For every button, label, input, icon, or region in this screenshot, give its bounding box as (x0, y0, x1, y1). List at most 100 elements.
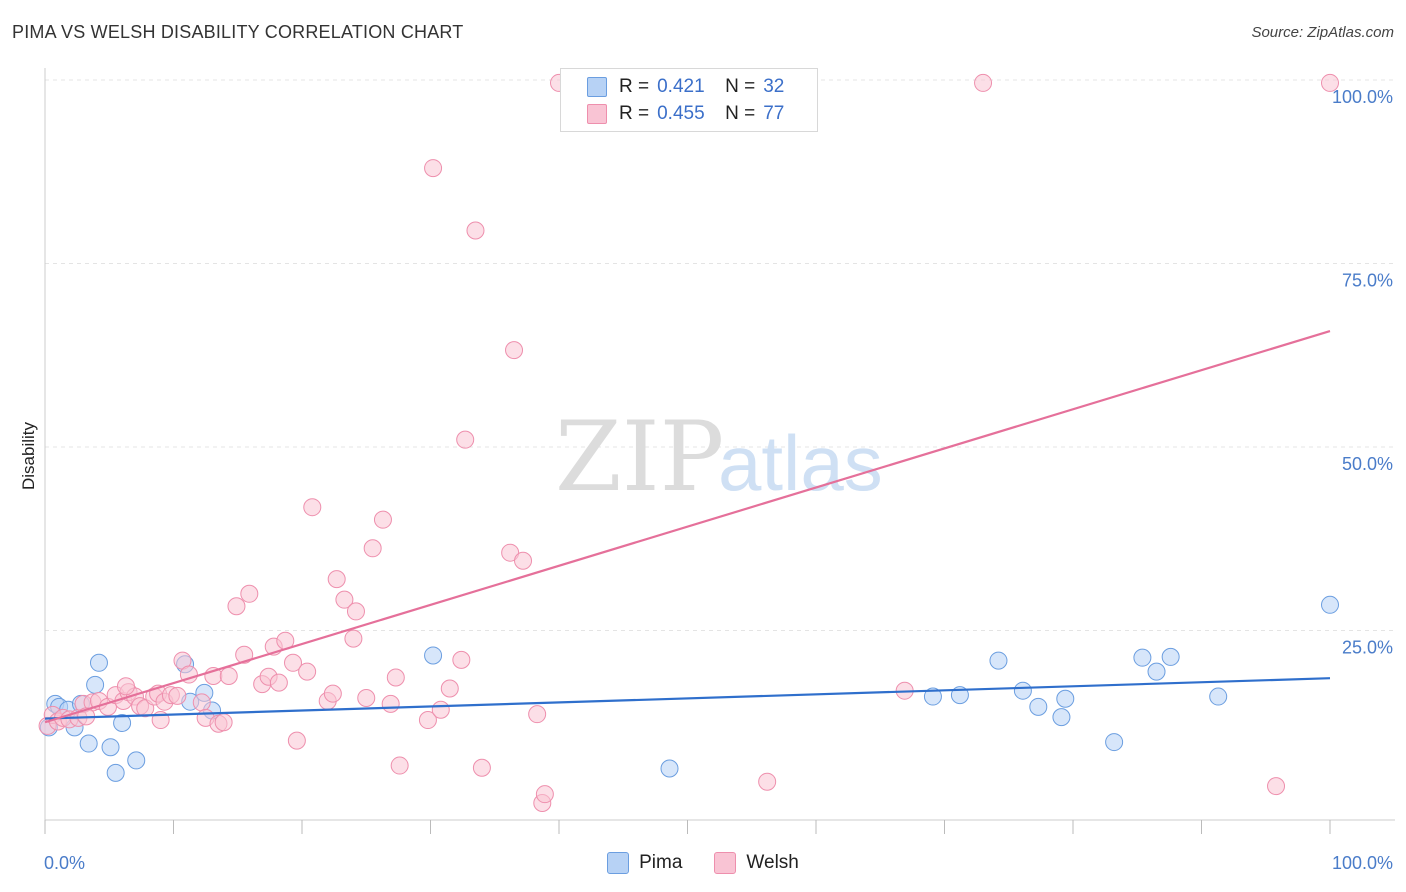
welsh-point (381, 694, 400, 713)
pima-point (113, 713, 132, 732)
pima-point (1013, 681, 1032, 700)
series-legend: Pima Welsh (0, 852, 1406, 874)
welsh-point (192, 693, 211, 712)
welsh-point (424, 159, 443, 178)
welsh-point (758, 772, 777, 791)
pima-point (106, 763, 125, 782)
source-credit: Source: ZipAtlas.com (1251, 24, 1394, 41)
welsh-point (269, 673, 288, 692)
trend-lines (44, 329, 1331, 724)
welsh-point (287, 731, 306, 750)
pima-point (923, 687, 942, 706)
welsh-point (303, 498, 322, 517)
legend-row-pima: R = 0.421 N = 32 (587, 75, 784, 99)
welsh-point (327, 570, 346, 589)
welsh-point (323, 684, 342, 703)
grid-lines (45, 79, 1395, 631)
welsh-point (335, 590, 354, 609)
welsh-point (514, 551, 533, 570)
welsh-swatch (714, 852, 737, 874)
welsh-point (456, 430, 475, 449)
pima-point (127, 751, 146, 770)
axes (44, 68, 1395, 834)
pima-point (86, 675, 105, 694)
pima-point (1161, 647, 1180, 666)
welsh-point (528, 705, 547, 724)
y-axis-label: Disability (19, 421, 38, 490)
y-tick-label: 50.0% (1342, 454, 1393, 474)
welsh-point (1321, 73, 1339, 92)
n-value: 77 (763, 103, 785, 124)
welsh-point (344, 629, 363, 648)
y-tick-label: 100.0% (1332, 87, 1393, 107)
chart-title: PIMA VS WELSH DISABILITY CORRELATION CHA… (12, 22, 464, 42)
welsh-point (431, 700, 450, 719)
n-label: N = (725, 76, 756, 97)
welsh-point (235, 645, 254, 664)
welsh-point (227, 597, 246, 616)
pima-point (89, 653, 108, 672)
pima-point (660, 759, 679, 778)
welsh-point (219, 667, 238, 686)
welsh-point (505, 341, 524, 360)
welsh-point (472, 758, 491, 777)
welsh-point (418, 711, 437, 730)
welsh-point (1267, 777, 1286, 796)
x-tick-label: 0.0% (44, 853, 85, 873)
y-tick-label: 75.0% (1342, 271, 1393, 291)
pima-point (1056, 689, 1075, 708)
legend-item-pima[interactable]: Pima (607, 852, 682, 874)
tick-labels: 25.0% 50.0% 75.0% 100.0% 0.0% 100.0% (44, 87, 1393, 873)
welsh-point (346, 602, 365, 621)
n-label: N = (725, 103, 756, 124)
r-value: 0.421 (657, 76, 705, 97)
welsh-point (390, 756, 409, 775)
x-tick-label: 100.0% (1332, 853, 1393, 873)
pima-point (1147, 662, 1166, 681)
welsh-point (116, 677, 135, 696)
welsh-point (466, 221, 485, 240)
pima-point (79, 734, 98, 753)
legend-row-welsh: R = 0.455 N = 77 (587, 102, 784, 126)
pima-swatch (607, 852, 630, 874)
r-value: 0.455 (657, 103, 705, 124)
pima-point (1105, 733, 1124, 752)
y-tick-label: 25.0% (1342, 638, 1393, 658)
pima-swatch (587, 77, 607, 97)
pima-point (101, 738, 120, 757)
pima-point (1209, 687, 1228, 706)
welsh-point (535, 785, 554, 804)
watermark-atlas: atlas (718, 419, 883, 507)
welsh-point (452, 650, 471, 669)
r-label: R = (619, 103, 650, 124)
welsh-point (363, 539, 382, 558)
pima-trend-line (44, 677, 1331, 720)
welsh-point (974, 73, 993, 92)
legend-label-welsh: Welsh (746, 852, 799, 873)
r-label: R = (619, 76, 650, 97)
welsh-point (214, 713, 233, 732)
welsh-point (240, 584, 259, 603)
legend-label-pima: Pima (639, 852, 683, 873)
pima-point (1052, 708, 1071, 727)
welsh-swatch (587, 104, 607, 124)
pima-point (989, 651, 1008, 670)
n-value: 32 (763, 76, 785, 97)
pima-point (1321, 595, 1339, 614)
welsh-point (440, 679, 459, 698)
correlation-legend: R = 0.421 N = 32 R = 0.455 N = 77 (560, 68, 818, 132)
pima-point (424, 646, 443, 665)
welsh-point (501, 543, 520, 562)
welsh-trend-line (44, 329, 1331, 724)
pima-point (1029, 697, 1048, 716)
welsh-point (168, 686, 187, 705)
welsh-point (386, 668, 405, 687)
welsh-point (298, 662, 317, 681)
pima-point (1133, 648, 1152, 667)
legend-item-welsh[interactable]: Welsh (714, 852, 799, 874)
welsh-point (373, 510, 392, 529)
watermark-zip: ZIP (555, 401, 724, 513)
welsh-point (357, 689, 376, 708)
welsh-point (284, 653, 303, 672)
